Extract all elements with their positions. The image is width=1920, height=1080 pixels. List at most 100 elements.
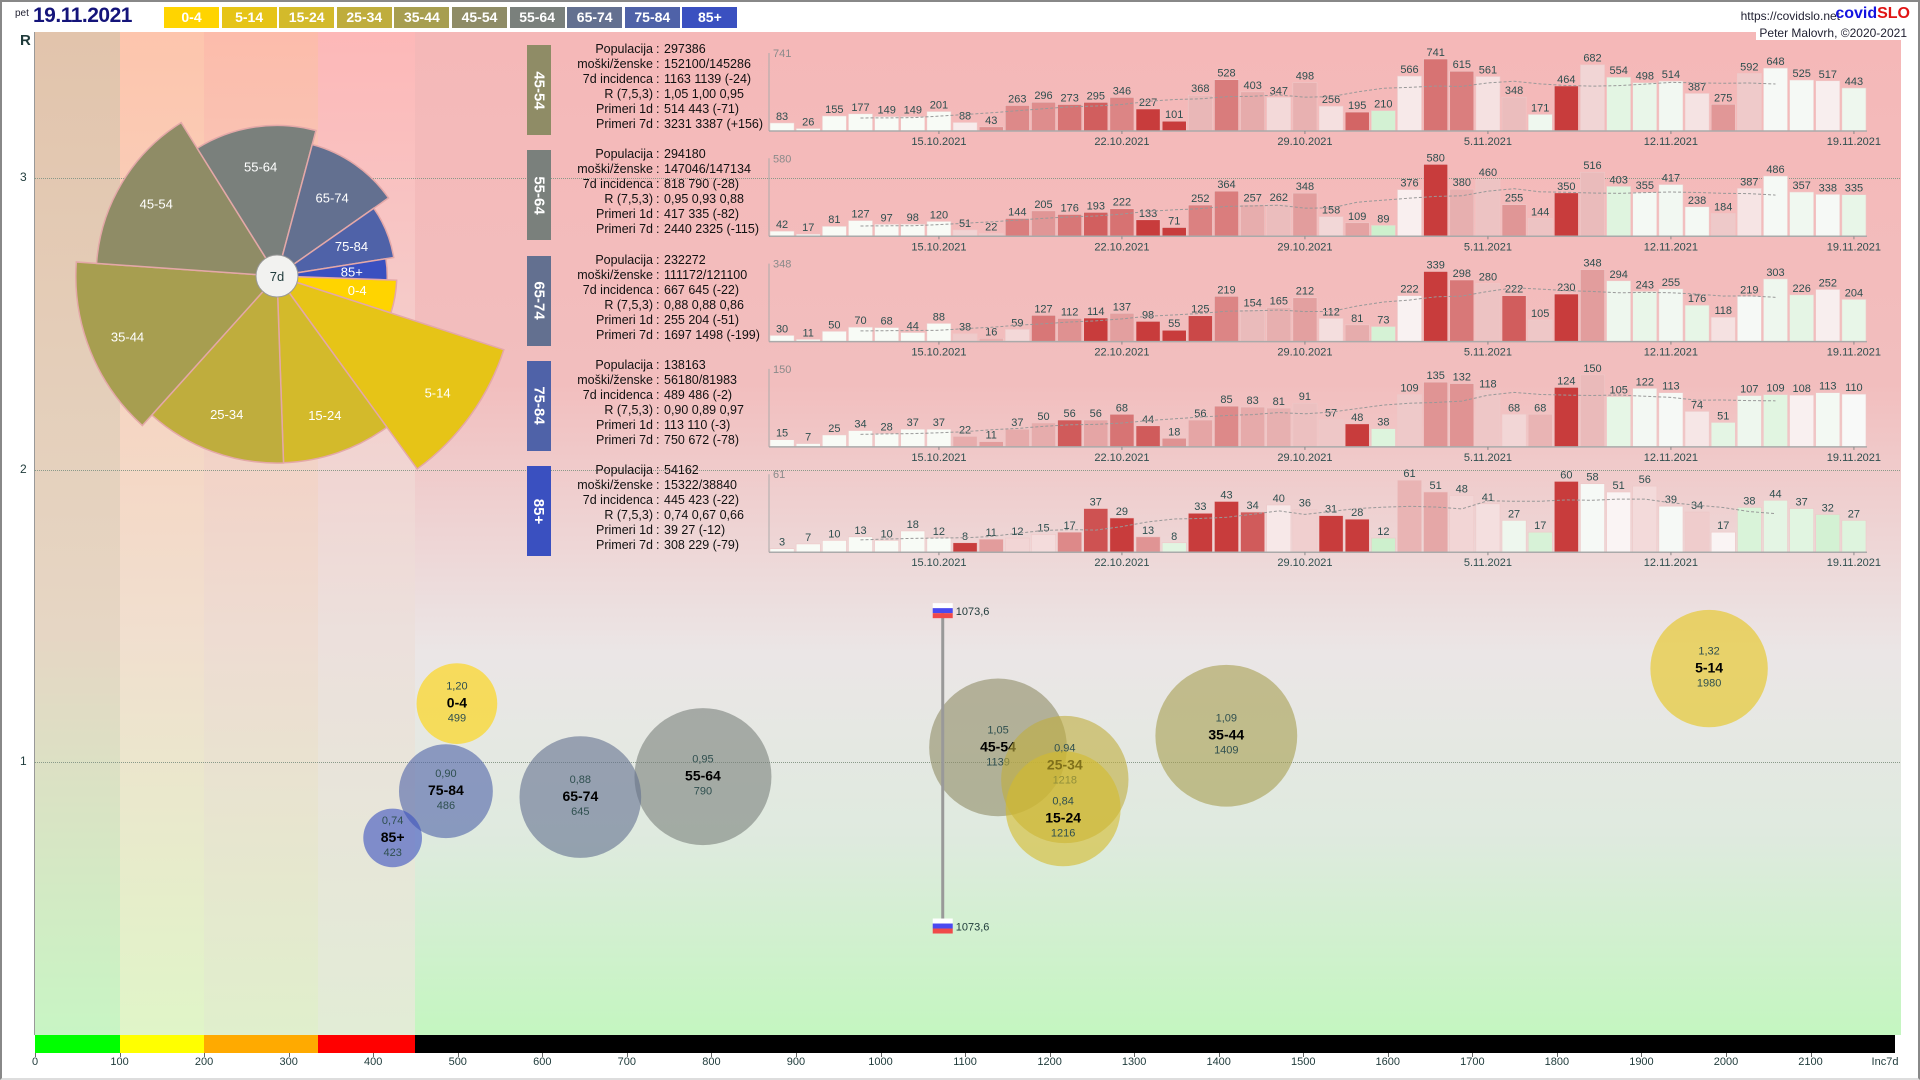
bar bbox=[1841, 194, 1867, 237]
x-tick-mark bbox=[1303, 1053, 1305, 1057]
bubble-65-74[interactable]: 0,88 65-74 645 bbox=[519, 736, 642, 858]
x-tick-mark bbox=[1049, 1053, 1051, 1057]
bar-value-label: 335 bbox=[1845, 183, 1863, 195]
bar bbox=[1815, 392, 1841, 448]
stat-value-text: 152100/145286 bbox=[664, 57, 751, 71]
bar-value-label: 50 bbox=[828, 319, 840, 331]
bar bbox=[1397, 189, 1422, 237]
bar-value-label: 39 bbox=[1665, 494, 1677, 506]
bubble-85+[interactable]: 0,74 85+ 423 bbox=[363, 808, 423, 868]
pie-slice-25-34[interactable] bbox=[150, 274, 285, 464]
bubble-r-value: 0,88 bbox=[570, 774, 591, 786]
stat-label: moški/ženske bbox=[557, 268, 653, 283]
bar bbox=[1083, 102, 1109, 132]
pie-slice-15-24[interactable] bbox=[276, 273, 388, 464]
bubble-inc-value: 790 bbox=[694, 786, 712, 798]
bar bbox=[1057, 104, 1083, 132]
bar-value-label: 18 bbox=[1168, 426, 1180, 438]
date-tick-label: 19.11.2021 bbox=[1827, 136, 1881, 148]
bar bbox=[1815, 289, 1841, 342]
gridline-r-2 bbox=[34, 470, 1900, 471]
legend-item-85+[interactable]: 85+ bbox=[682, 7, 738, 28]
pie-slice-55-64[interactable] bbox=[196, 124, 317, 278]
pie-slice-5-14[interactable] bbox=[275, 274, 505, 471]
legend-item-0-4[interactable]: 0-4 bbox=[164, 7, 219, 28]
bar-value-label: 135 bbox=[1426, 370, 1444, 382]
bubble-55-64[interactable]: 0,95 55-64 790 bbox=[634, 708, 772, 846]
reference-label: 1073,6 bbox=[956, 922, 990, 934]
stat-value-text: 297386 bbox=[664, 42, 706, 56]
bar-value-label: 27 bbox=[1508, 508, 1520, 520]
bar-value-label: 56 bbox=[1090, 408, 1102, 420]
stat-label: moški/ženske bbox=[557, 57, 653, 72]
bar bbox=[926, 537, 952, 553]
stat-value-text: 667 645 (-22) bbox=[664, 282, 740, 297]
stat-colon: : bbox=[656, 297, 660, 312]
legend-item-45-54[interactable]: 45-54 bbox=[452, 7, 507, 28]
bar bbox=[1031, 315, 1056, 342]
bar-value-label: 37 bbox=[1090, 497, 1102, 509]
bar-value-label: 127 bbox=[1034, 303, 1052, 315]
incidence-pie-chart: 0-4 5-14 15-24 25-34 35-44 45-54 55-64 65-74 75-… bbox=[75, 121, 505, 471]
pie-slice-65-74[interactable] bbox=[275, 143, 390, 278]
bar-value-label: 12 bbox=[933, 526, 945, 538]
bar bbox=[1370, 537, 1396, 553]
stat-colon: : bbox=[656, 432, 660, 447]
x-tick-mark bbox=[1726, 1053, 1727, 1057]
legend-item-55-64[interactable]: 55-64 bbox=[509, 7, 565, 28]
bar-value-label: 51 bbox=[1613, 480, 1625, 492]
legend-item-75-84[interactable]: 75-84 bbox=[624, 7, 680, 28]
bubble-circle bbox=[1650, 609, 1768, 728]
stat-label-text: R (7,5,3) bbox=[604, 192, 653, 207]
bar-value-label: 34 bbox=[1691, 500, 1703, 512]
bar bbox=[1815, 194, 1841, 237]
x-tick-mark bbox=[626, 1053, 628, 1057]
bar bbox=[1004, 105, 1030, 132]
stat-colon: : bbox=[656, 402, 660, 417]
reference-label: 1073,6 bbox=[956, 606, 990, 618]
site-url[interactable]: https://covidslo.net bbox=[1740, 9, 1840, 23]
bar-value-label: 7 bbox=[805, 432, 811, 444]
stat-label-text: moški/ženske bbox=[577, 372, 653, 387]
bubble-group-label: 65-74 bbox=[562, 788, 598, 804]
bar bbox=[900, 116, 926, 132]
pie-slice-45-54[interactable] bbox=[95, 121, 279, 277]
bubble-75-84[interactable]: 0,90 75-84 486 bbox=[398, 744, 493, 839]
bubble-0-4[interactable]: 1,20 0-4 499 bbox=[416, 663, 498, 744]
x-tick-label: 1300 bbox=[1121, 1056, 1147, 1068]
bubble-5-14[interactable]: 1,32 5-14 1980 bbox=[1650, 609, 1768, 728]
bar bbox=[821, 540, 847, 553]
stat-label-text: 7d incidenca bbox=[582, 282, 653, 297]
bar-value-label: 44 bbox=[907, 320, 919, 332]
bar bbox=[1292, 402, 1318, 448]
bar bbox=[1580, 171, 1605, 237]
bar bbox=[900, 428, 926, 448]
pie-slice-85+[interactable] bbox=[276, 257, 388, 281]
pie-slice-35-44[interactable] bbox=[75, 261, 279, 427]
legend-item-35-44[interactable]: 35-44 bbox=[394, 7, 450, 28]
legend-item-15-24[interactable]: 15-24 bbox=[279, 7, 335, 28]
legend-item-65-74[interactable]: 65-74 bbox=[567, 7, 623, 28]
bubble-15-24[interactable]: 0,84 15-24 1216 bbox=[1005, 751, 1121, 867]
stat-label: Primeri 1d bbox=[557, 102, 653, 117]
bar bbox=[1370, 224, 1396, 237]
stat-label: R (7,5,3) bbox=[557, 87, 653, 102]
pie-slice-75-84[interactable] bbox=[276, 207, 395, 277]
date-tick-label: 15.10.2021 bbox=[911, 557, 966, 569]
bar-value-label: 252 bbox=[1819, 277, 1837, 289]
x-tick-label: 2000 bbox=[1713, 1056, 1739, 1068]
bar-value-label: 51 bbox=[959, 218, 971, 230]
legend-item-25-34[interactable]: 25-34 bbox=[336, 7, 392, 28]
bar bbox=[1527, 531, 1553, 553]
stat-label-text: moški/ženske bbox=[577, 478, 653, 493]
bar bbox=[1397, 479, 1422, 553]
stat-value-text: 54162 bbox=[664, 463, 699, 478]
bar bbox=[1789, 191, 1815, 237]
x-tick-mark bbox=[542, 1053, 544, 1057]
bar bbox=[1606, 491, 1632, 553]
bubble-35-44[interactable]: 1,09 35-44 1409 bbox=[1155, 664, 1298, 807]
bar bbox=[1527, 218, 1553, 237]
bar bbox=[1240, 91, 1266, 132]
legend-item-5-14[interactable]: 5-14 bbox=[221, 7, 277, 28]
bar-value-label: 13 bbox=[854, 525, 866, 537]
